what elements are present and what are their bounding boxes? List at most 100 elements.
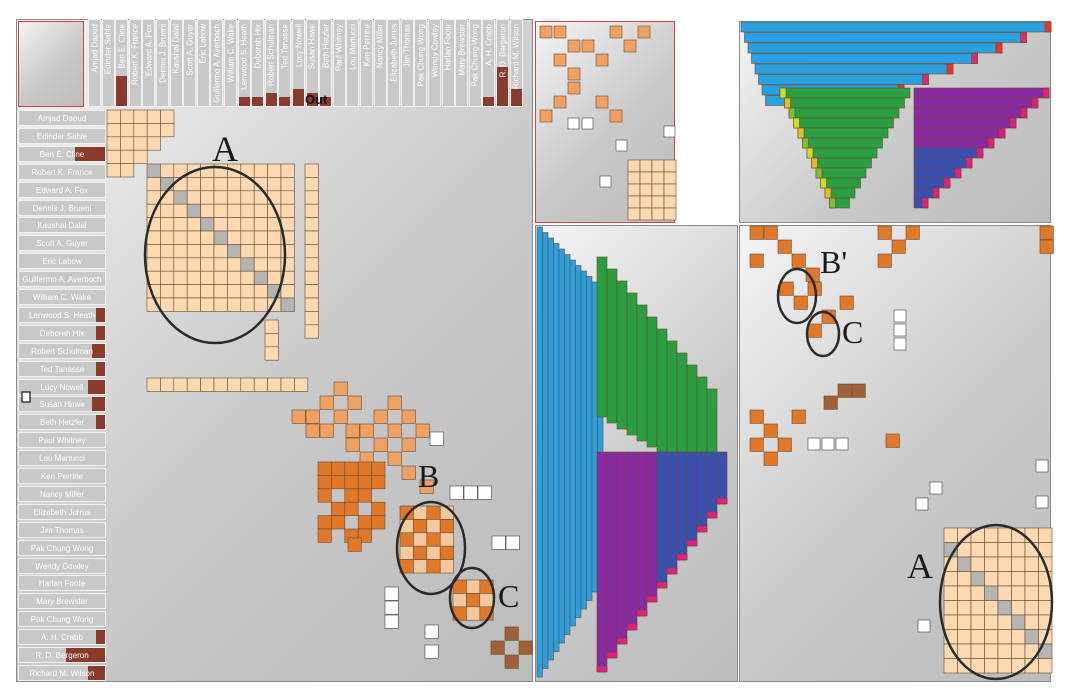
row-label-text: Susan Hawe [39, 400, 85, 410]
row-label-text: Deborah Hix [39, 328, 85, 338]
matrix-cell [253, 244, 268, 259]
column-label[interactable]: Harlan Foote [441, 19, 455, 107]
column-label[interactable]: Lucy Nowell [292, 19, 305, 107]
row-label[interactable]: Robert K. France [18, 163, 106, 180]
row-label[interactable]: Beth Hetzler [18, 414, 106, 431]
matrix-cell [304, 324, 319, 339]
column-label[interactable]: Elizabeth Jurrus [387, 19, 401, 107]
row-label[interactable]: Edinder Sahle [18, 127, 106, 144]
rainbow-col [606, 268, 618, 424]
column-label[interactable]: Wendy Cowley [428, 19, 441, 107]
column-label[interactable]: Lou Martucci [346, 19, 360, 107]
row-label[interactable]: Amjad Daoud [18, 110, 106, 126]
column-label[interactable]: Amjad Daoud [88, 19, 101, 107]
row-label[interactable]: Elizabeth Jurrus [18, 503, 106, 520]
column-label[interactable]: Susan Hawe [305, 19, 319, 107]
matrix-cell [173, 284, 188, 299]
column-label[interactable]: Richard M. Wilson [509, 19, 523, 107]
row-label[interactable]: R. D. Bergeron [18, 647, 106, 663]
matrix-cell [200, 190, 215, 205]
matrix-cell [885, 433, 900, 448]
matrix-cell [504, 654, 519, 669]
column-label[interactable]: Nancy Miller [373, 19, 387, 107]
row-label[interactable]: Eric Labow [18, 253, 106, 270]
row-label[interactable]: Lou Martucci [18, 450, 106, 467]
cluster-ellipse-a-right [938, 523, 1054, 681]
row-label[interactable]: Lucy Nowell [18, 378, 106, 395]
rainbow-bar-end [998, 127, 1006, 139]
row-label[interactable]: Scott A. Guyer [18, 235, 106, 252]
matrix-cell [970, 585, 985, 601]
row-label[interactable]: Deborah Hix [18, 324, 106, 341]
row-label[interactable]: Pak Chung Wong [18, 611, 106, 628]
matrix-cell [173, 244, 188, 259]
column-label[interactable]: Pak Chung Wong [414, 19, 428, 107]
column-label[interactable]: Dennis J. Brueni [156, 19, 169, 107]
matrix-cell [173, 297, 188, 312]
out-label: Out [305, 92, 328, 107]
row-label[interactable]: Lenwood S. Heath [18, 306, 106, 323]
matrix-cell [200, 203, 215, 218]
matrix-cell [997, 643, 1012, 659]
row-label[interactable]: Mary Brewster [18, 593, 106, 610]
rainbow-col [569, 259, 576, 627]
row-label[interactable]: Paul Whitney [18, 432, 106, 449]
rainbow-bar-end [784, 97, 791, 109]
row-label[interactable]: Kaushal Dalal [18, 217, 106, 234]
column-label[interactable]: Ted Tanasse [278, 19, 292, 107]
column-label[interactable]: R. D. Bergeron [496, 19, 509, 107]
column-label[interactable]: Ken Perrine [360, 19, 373, 107]
column-label[interactable]: Jim Thomas [400, 19, 414, 107]
column-label[interactable]: William C. Wake [224, 19, 237, 107]
matrix-cell [663, 183, 677, 197]
matrix-cell [304, 163, 319, 178]
column-label[interactable]: Edinder Sahle [101, 19, 115, 107]
column-label[interactable]: Beth Hetzler [319, 19, 333, 107]
column-label[interactable]: Paul Whitney [332, 19, 346, 107]
column-label[interactable]: Edward A. Fox [142, 19, 156, 107]
column-label[interactable]: Eric Labow [196, 19, 210, 107]
matrix-cell [567, 67, 581, 81]
column-label[interactable]: Deborah Hix [251, 19, 265, 107]
row-label[interactable]: William C. Wake [18, 289, 106, 305]
row-label[interactable]: Dennis J. Brueni [18, 199, 106, 216]
row-label[interactable]: Wendy Cowley [18, 557, 106, 574]
column-label[interactable]: Pak Chung Wong [468, 19, 482, 107]
row-label[interactable]: Pak Chung Wong [18, 539, 106, 556]
scroll-handle[interactable] [21, 391, 31, 403]
column-label[interactable]: Lenwood S. Heath [237, 19, 251, 107]
column-label[interactable]: A. H. Crabb [482, 19, 496, 107]
column-label[interactable]: Ben E. Cline [115, 19, 129, 107]
row-label-text: Lou Martucci [39, 454, 85, 464]
row-label[interactable]: Ken Perrine [18, 468, 106, 484]
rainbow-col [676, 451, 688, 561]
row-label[interactable]: Jim Thomas [18, 521, 106, 538]
rainbow-col [686, 451, 698, 547]
matrix-cell [567, 81, 581, 95]
matrix-cell [639, 159, 653, 173]
column-label[interactable]: Mary Brewster [455, 19, 469, 107]
rainbow-bar-end [1031, 97, 1039, 109]
column-label[interactable]: Robert Schulman [264, 19, 278, 107]
column-label[interactable]: Scott A. Guyer [183, 19, 197, 107]
row-label[interactable]: Nancy Miller [18, 485, 106, 502]
row-label[interactable]: Ted Tanasse [18, 360, 106, 377]
row-label[interactable]: Richard M. Wilson [18, 664, 106, 681]
row-label[interactable]: Harlan Foote [18, 575, 106, 592]
matrix-cell [609, 25, 623, 39]
row-label[interactable]: Edward A. Fox [18, 181, 106, 198]
matrix-cell [749, 253, 764, 268]
empty-cell [821, 437, 835, 451]
matrix-cell [1024, 571, 1039, 587]
row-label[interactable]: Ben E. Cline [18, 145, 106, 162]
matrix-cell [280, 177, 295, 192]
overview-thumbnail[interactable] [18, 21, 84, 107]
column-label[interactable]: Kaushal Dalal [169, 19, 183, 107]
rainbow-bar [751, 53, 978, 64]
row-label[interactable]: A. H. Crabb [18, 629, 106, 646]
column-label[interactable]: Guillermo A. Averboch [210, 19, 224, 107]
column-label[interactable]: Robert K. France [128, 19, 142, 107]
row-label[interactable]: Susan Hawe [18, 396, 106, 413]
row-label[interactable]: Robert Schulman [18, 342, 106, 359]
row-label[interactable]: Guillermo A. Averboch [18, 271, 106, 288]
